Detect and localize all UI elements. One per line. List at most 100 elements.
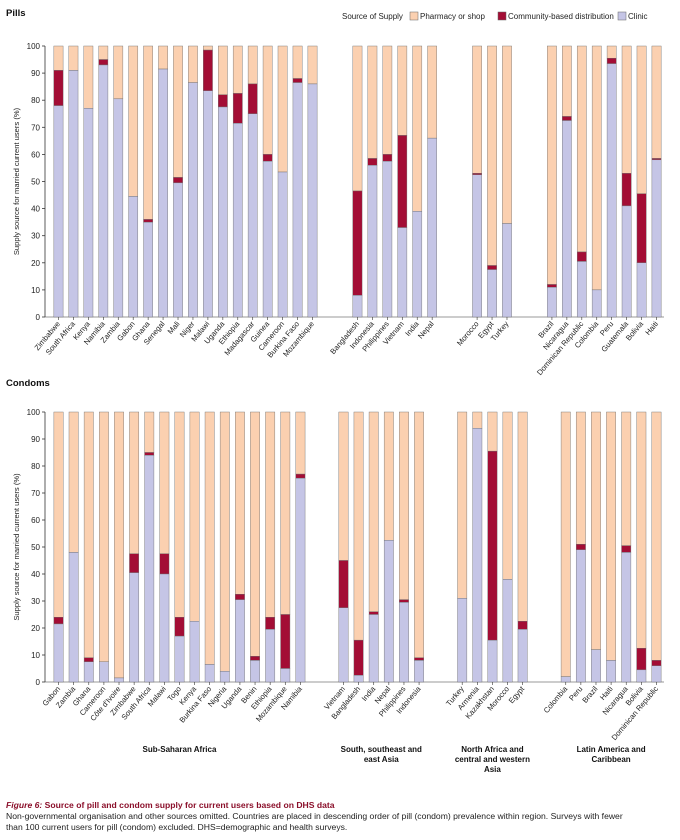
bar-segment-pharmacy <box>352 45 363 192</box>
bar-niger <box>188 45 198 318</box>
bar-segment-clinic <box>53 105 64 318</box>
bar-segment-community <box>352 190 363 296</box>
bar-segment-clinic <box>560 676 571 683</box>
bar-segment-clinic <box>636 669 647 683</box>
y-tick-label: 10 <box>31 651 40 660</box>
bar-segment-community <box>562 116 572 121</box>
bar-segment-pharmacy <box>651 45 662 159</box>
bar-kazakhstan <box>487 411 498 683</box>
bar-segment-pharmacy <box>636 411 647 649</box>
region-label: North Africa and <box>461 745 523 754</box>
y-tick-label: 40 <box>31 205 40 214</box>
bar-segment-community <box>621 545 632 553</box>
bar-segment-clinic <box>277 171 288 318</box>
bar-india <box>412 45 423 318</box>
bar-philippines <box>382 45 393 318</box>
bar-brazil <box>547 45 557 318</box>
bar-bolivia <box>636 411 647 683</box>
bar-segment-pharmacy <box>129 411 140 554</box>
bar-segment-community <box>651 660 662 667</box>
bar-segment-pharmacy <box>219 411 230 672</box>
caption-line-2: than 100 current users for pill (condom)… <box>6 822 348 832</box>
bar-malawi <box>203 45 213 318</box>
bar-segment-pharmacy <box>307 45 318 85</box>
bar-kenya <box>189 411 200 683</box>
bar-segment-clinic <box>128 196 139 318</box>
bar-segment-pharmacy <box>204 411 215 665</box>
bar-segment-pharmacy <box>502 45 512 224</box>
x-tick-label: Nepal <box>416 319 436 340</box>
bar-segment-pharmacy <box>144 411 155 453</box>
legend-item: Clinic <box>628 12 648 21</box>
bar-segment-clinic <box>606 660 616 683</box>
y-tick-label: 80 <box>31 462 40 471</box>
bar-segment-pharmacy <box>353 411 364 641</box>
bar-segment-clinic <box>382 160 393 318</box>
bar-segment-clinic <box>352 295 363 318</box>
bar-segment-clinic <box>68 552 79 683</box>
bar-segment-pharmacy <box>367 45 378 159</box>
bar-uganda <box>218 45 228 318</box>
y-tick-label: 100 <box>27 408 41 417</box>
bar-armenia <box>472 411 483 683</box>
bar-segment-pharmacy <box>235 411 245 595</box>
bar-guatemala <box>621 45 632 318</box>
bar-segment-clinic <box>262 160 273 318</box>
bar-segment-community <box>129 553 140 573</box>
region-label: South, southeast and <box>341 745 422 754</box>
bar-segment-community <box>292 78 303 83</box>
region-label: Latin America and <box>577 745 646 754</box>
bar-morocco <box>502 411 513 683</box>
bar-segment-community <box>53 617 64 625</box>
bar-segment-clinic <box>368 614 379 683</box>
bar-segment-clinic <box>218 106 228 318</box>
bar-mozambique <box>280 411 291 683</box>
bar-zambia <box>68 411 79 683</box>
bar-gabon <box>53 411 64 683</box>
x-tick-label: Egypt <box>507 684 527 705</box>
bar-segment-clinic <box>204 664 215 683</box>
bar-segment-community <box>174 617 185 637</box>
bar-segment-pharmacy <box>368 411 379 613</box>
bar-zimbabwe <box>53 45 64 318</box>
bar-nigeria <box>219 411 230 683</box>
y-tick-label: 60 <box>31 516 40 525</box>
bar-segment-community <box>367 158 378 166</box>
bar-segment-clinic <box>292 82 303 318</box>
bar-segment-community <box>651 158 662 161</box>
bar-segment-community <box>143 219 153 223</box>
bar-segment-clinic <box>53 623 64 683</box>
bar-segment-community <box>397 135 408 228</box>
bar-ghana <box>143 45 153 318</box>
bar-vietnam <box>338 411 349 683</box>
bar-segment-community <box>295 473 306 479</box>
bar-segment-clinic <box>307 83 318 318</box>
region-label: Sub-Saharan Africa <box>142 745 216 754</box>
bar-south-africa <box>144 411 155 683</box>
y-tick-label: 50 <box>31 178 40 187</box>
bar-segment-clinic <box>158 68 168 318</box>
y-tick-label: 90 <box>31 69 40 78</box>
bar-segment-community <box>487 450 498 641</box>
bar-brazil <box>591 411 601 683</box>
bar-segment-community <box>353 639 364 676</box>
bar-namibia <box>295 411 306 683</box>
bar-segment-clinic <box>606 63 617 318</box>
y-axis-label: Supply source for married current users … <box>12 107 21 255</box>
bar-segment-community <box>173 177 183 184</box>
bar-segment-community <box>232 93 243 124</box>
bar-segment-pharmacy <box>83 45 94 109</box>
bar-segment-pharmacy <box>189 411 200 622</box>
bar-segment-clinic <box>265 629 276 683</box>
bar-segment-community <box>621 173 632 207</box>
bar-segment-clinic <box>247 113 258 318</box>
bar-segment-pharmacy <box>114 411 124 679</box>
bar-segment-clinic <box>576 261 587 318</box>
bar-madagascar <box>247 45 258 318</box>
bar-indonesia <box>414 411 424 683</box>
bar-segment-community <box>265 617 276 630</box>
bar-namibia <box>98 45 109 318</box>
bar-segment-community <box>576 251 587 262</box>
bar-segment-clinic <box>143 221 153 318</box>
